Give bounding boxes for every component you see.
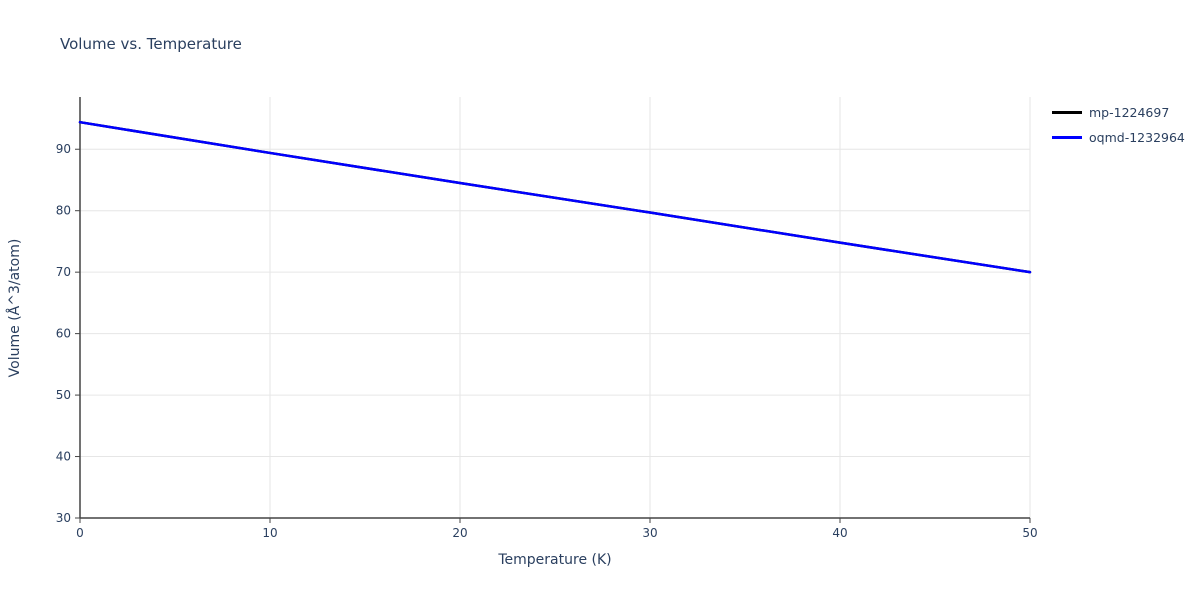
legend-label: mp-1224697: [1089, 105, 1170, 120]
legend-line-swatch-black: [1052, 111, 1082, 114]
svg-text:70: 70: [56, 265, 71, 279]
svg-text:80: 80: [56, 204, 71, 218]
svg-text:30: 30: [56, 511, 71, 525]
chart-title: Volume vs. Temperature: [60, 35, 242, 53]
svg-text:90: 90: [56, 142, 71, 156]
svg-text:40: 40: [56, 450, 71, 464]
legend-item-oqmd-1232964[interactable]: oqmd-1232964: [1052, 125, 1185, 150]
svg-text:20: 20: [452, 526, 467, 540]
legend-label: oqmd-1232964: [1089, 130, 1185, 145]
y-axis-title: Volume (Å^3/atom): [7, 238, 23, 378]
svg-text:50: 50: [56, 388, 71, 402]
svg-text:60: 60: [56, 327, 71, 341]
svg-text:10: 10: [262, 526, 277, 540]
legend-line-swatch-blue: [1052, 136, 1082, 139]
svg-text:30: 30: [642, 526, 657, 540]
x-axis-title: Temperature (K): [498, 552, 612, 568]
legend: mp-1224697 oqmd-1232964: [1052, 100, 1185, 150]
svg-text:0: 0: [76, 526, 84, 540]
legend-item-mp-1224697[interactable]: mp-1224697: [1052, 100, 1185, 125]
svg-text:40: 40: [832, 526, 847, 540]
svg-text:50: 50: [1022, 526, 1037, 540]
